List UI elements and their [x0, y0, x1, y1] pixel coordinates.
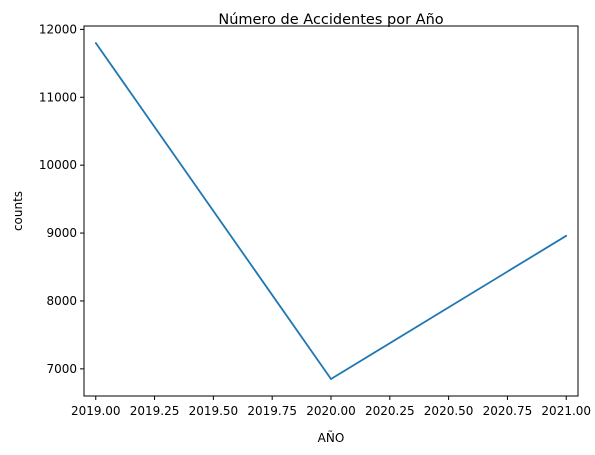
y-axis: 7000 8000 9000 10000 11000 12000: [39, 22, 84, 376]
y-tick-label: 8000: [46, 294, 77, 308]
series-layer: [94, 42, 568, 380]
y-tick-label: 7000: [46, 362, 77, 376]
y-axis-title: counts: [11, 191, 25, 231]
data-point: [330, 378, 332, 380]
x-tick-label: 2019.25: [130, 404, 180, 418]
y-tick-label: 11000: [39, 90, 77, 104]
x-tick-label: 2020.75: [483, 404, 533, 418]
data-point: [94, 42, 97, 44]
y-tick-label: 12000: [39, 22, 77, 36]
x-tick-label: 2019.00: [71, 404, 121, 418]
x-tick-label: 2019.50: [189, 404, 239, 418]
data-point: [565, 234, 568, 237]
x-axis: 2019.00 2019.25 2019.50 2019.75 2020.00 2020.…: [71, 396, 591, 418]
x-tick-label: 2019.75: [247, 404, 297, 418]
x-tick-label: 2020.50: [424, 404, 474, 418]
x-tick-label: 2021.00: [541, 404, 591, 418]
y-tick-label: 9000: [46, 226, 77, 240]
y-tick-label: 10000: [39, 158, 77, 172]
plot-frame: [83, 25, 579, 397]
x-tick-label: 2020.00: [306, 404, 356, 418]
chart-title: Número de Accidentes por Año: [218, 12, 443, 28]
x-tick-label: 2020.25: [365, 404, 415, 418]
x-axis-title: AÑO: [318, 430, 345, 445]
series-line: [95, 42, 567, 380]
